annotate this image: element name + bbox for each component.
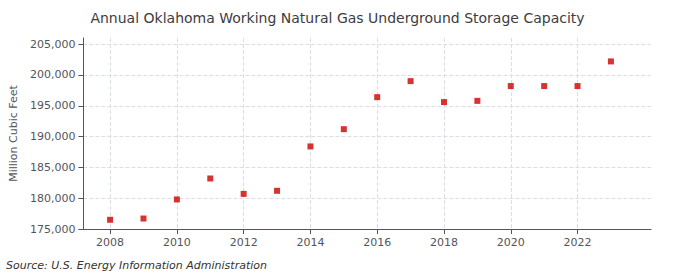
svg-text:200,000: 200,000 <box>30 68 76 81</box>
svg-text:175,000: 175,000 <box>30 223 76 236</box>
svg-text:Source: U.S. Energy Informatio: Source: U.S. Energy Information Administ… <box>6 259 267 272</box>
svg-text:Million Cubic Feet: Million Cubic Feet <box>7 84 20 181</box>
svg-text:Annual Oklahoma Working Natura: Annual Oklahoma Working Natural Gas Unde… <box>90 10 584 26</box>
svg-text:2020: 2020 <box>497 236 525 249</box>
svg-text:2014: 2014 <box>296 236 324 249</box>
svg-text:2016: 2016 <box>363 236 391 249</box>
svg-text:2018: 2018 <box>430 236 458 249</box>
svg-text:195,000: 195,000 <box>30 99 76 112</box>
svg-text:2010: 2010 <box>163 236 191 249</box>
svg-text:2008: 2008 <box>96 236 124 249</box>
svg-text:2012: 2012 <box>230 236 258 249</box>
svg-text:190,000: 190,000 <box>30 130 76 143</box>
svg-text:185,000: 185,000 <box>30 161 76 174</box>
svg-text:205,000: 205,000 <box>30 38 76 51</box>
svg-text:180,000: 180,000 <box>30 192 76 205</box>
svg-text:2022: 2022 <box>564 236 592 249</box>
